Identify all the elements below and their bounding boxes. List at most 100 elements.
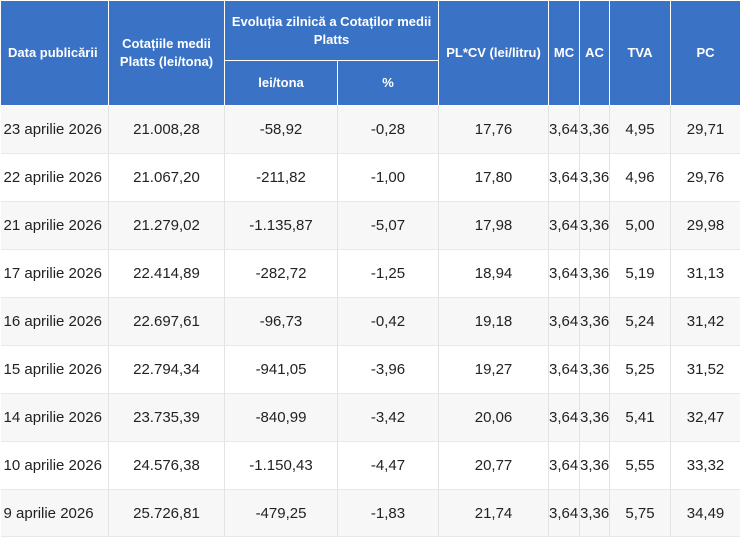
cell-ac: 3,36: [580, 250, 610, 298]
cell-pc: 29,98: [671, 202, 740, 250]
cell-platts: 21.279,02: [109, 202, 225, 250]
cell-plcv: 17,80: [439, 154, 549, 202]
table-header: Data publicării Cotațiile medii Platts (…: [1, 1, 740, 106]
cell-ac: 3,36: [580, 346, 610, 394]
cell-platts: 24.576,38: [109, 442, 225, 490]
cell-pc: 29,76: [671, 154, 740, 202]
cell-evolution-pct: -0,28: [338, 106, 439, 154]
header-plcv: PL*CV (lei/litru): [439, 1, 549, 106]
cell-evolution-pct: -5,07: [338, 202, 439, 250]
cell-date: 9 aprilie 2026: [1, 490, 109, 537]
cell-evolution-lei: -282,72: [225, 250, 338, 298]
cell-evolution-lei: -840,99: [225, 394, 338, 442]
header-date: Data publicării: [1, 1, 109, 106]
cell-tva: 4,95: [610, 106, 671, 154]
cell-mc: 3,64: [549, 202, 580, 250]
header-mc: MC: [549, 1, 580, 106]
cell-platts: 25.726,81: [109, 490, 225, 537]
header-tva: TVA: [610, 1, 671, 106]
cell-date: 22 aprilie 2026: [1, 154, 109, 202]
cell-platts: 22.697,61: [109, 298, 225, 346]
header-pc: PC: [671, 1, 740, 106]
cell-plcv: 17,76: [439, 106, 549, 154]
cell-tva: 5,41: [610, 394, 671, 442]
cell-mc: 3,64: [549, 250, 580, 298]
cell-platts: 22.794,34: [109, 346, 225, 394]
cell-ac: 3,36: [580, 298, 610, 346]
cell-plcv: 21,74: [439, 490, 549, 537]
cell-plcv: 19,27: [439, 346, 549, 394]
cell-plcv: 18,94: [439, 250, 549, 298]
header-evolution-lei: lei/tona: [225, 61, 338, 106]
cell-ac: 3,36: [580, 154, 610, 202]
cell-ac: 3,36: [580, 394, 610, 442]
cell-evolution-pct: -3,96: [338, 346, 439, 394]
cell-date: 14 aprilie 2026: [1, 394, 109, 442]
cell-ac: 3,36: [580, 442, 610, 490]
cell-evolution-lei: -1.135,87: [225, 202, 338, 250]
cell-tva: 5,00: [610, 202, 671, 250]
cell-mc: 3,64: [549, 346, 580, 394]
cell-mc: 3,64: [549, 154, 580, 202]
cell-evolution-pct: -0,42: [338, 298, 439, 346]
cell-pc: 31,13: [671, 250, 740, 298]
cell-mc: 3,64: [549, 490, 580, 537]
cell-date: 17 aprilie 2026: [1, 250, 109, 298]
cell-date: 21 aprilie 2026: [1, 202, 109, 250]
header-ac: AC: [580, 1, 610, 106]
cell-evolution-pct: -1,83: [338, 490, 439, 537]
cell-evolution-pct: -3,42: [338, 394, 439, 442]
cell-pc: 32,47: [671, 394, 740, 442]
cell-evolution-lei: -211,82: [225, 154, 338, 202]
cell-evolution-lei: -941,05: [225, 346, 338, 394]
cell-tva: 5,25: [610, 346, 671, 394]
cell-plcv: 20,77: [439, 442, 549, 490]
header-platts: Cotațiile medii Platts (lei/tona): [109, 1, 225, 106]
cell-date: 16 aprilie 2026: [1, 298, 109, 346]
cell-evolution-pct: -4,47: [338, 442, 439, 490]
cell-platts: 21.008,28: [109, 106, 225, 154]
cell-pc: 33,32: [671, 442, 740, 490]
cell-mc: 3,64: [549, 298, 580, 346]
cell-platts: 23.735,39: [109, 394, 225, 442]
cell-platts: 22.414,89: [109, 250, 225, 298]
cell-platts: 21.067,20: [109, 154, 225, 202]
cell-evolution-pct: -1,00: [338, 154, 439, 202]
cell-evolution-lei: -1.150,43: [225, 442, 338, 490]
cell-evolution-lei: -479,25: [225, 490, 338, 537]
cell-date: 10 aprilie 2026: [1, 442, 109, 490]
cell-mc: 3,64: [549, 442, 580, 490]
header-evolution: Evoluția zilnică a Cotaților medii Platt…: [225, 1, 439, 61]
cell-ac: 3,36: [580, 202, 610, 250]
cell-plcv: 19,18: [439, 298, 549, 346]
cell-tva: 4,96: [610, 154, 671, 202]
cell-plcv: 20,06: [439, 394, 549, 442]
cell-evolution-pct: -1,25: [338, 250, 439, 298]
cell-pc: 31,52: [671, 346, 740, 394]
cell-evolution-lei: -96,73: [225, 298, 338, 346]
cell-pc: 34,49: [671, 490, 740, 537]
cell-ac: 3,36: [580, 490, 610, 537]
cell-date: 23 aprilie 2026: [1, 106, 109, 154]
cell-pc: 31,42: [671, 298, 740, 346]
cell-tva: 5,55: [610, 442, 671, 490]
cell-date: 15 aprilie 2026: [1, 346, 109, 394]
cell-mc: 3,64: [549, 106, 580, 154]
cell-mc: 3,64: [549, 394, 580, 442]
header-evolution-pct: %: [338, 61, 439, 106]
cell-plcv: 17,98: [439, 202, 549, 250]
cell-tva: 5,19: [610, 250, 671, 298]
cell-evolution-lei: -58,92: [225, 106, 338, 154]
cell-tva: 5,75: [610, 490, 671, 537]
cell-ac: 3,36: [580, 106, 610, 154]
